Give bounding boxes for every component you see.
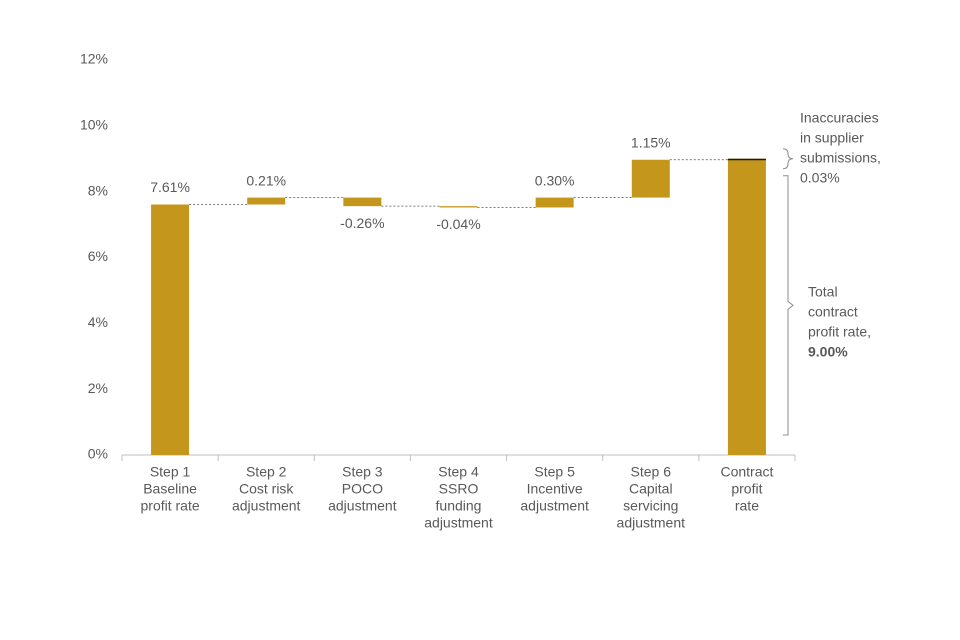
x-tick-label: adjustment (520, 498, 589, 514)
bar (631, 159, 670, 198)
value-label: -0.04% (436, 216, 480, 232)
x-tick-label: adjustment (328, 498, 397, 514)
x-tick-label: Baseline (143, 481, 197, 497)
annotation: Inaccuracies (800, 110, 879, 126)
x-tick-label: Cost risk (239, 481, 294, 497)
annotation: submissions, (800, 150, 881, 166)
inaccuracy-bar (727, 158, 766, 161)
x-tick-label: adjustment (232, 498, 301, 514)
x-tick-label: servicing (623, 498, 678, 514)
bar (439, 206, 478, 208)
value-label: 0.30% (535, 172, 575, 188)
y-tick-label: 12% (80, 51, 108, 67)
x-tick-label: Step 4 (438, 464, 479, 480)
brace (783, 175, 794, 436)
x-tick-label: adjustment (424, 515, 493, 531)
bar (535, 197, 574, 208)
x-tick-label: profit (731, 481, 762, 497)
value-label: 0.21% (246, 172, 286, 188)
x-tick-label: POCO (342, 481, 383, 497)
y-tick-label: 4% (88, 314, 108, 330)
total-bar (727, 158, 766, 455)
annotation: Total (808, 284, 838, 300)
x-tick-label: Incentive (527, 481, 583, 497)
value-label: 7.61% (150, 179, 190, 195)
annotation: 0.03% (800, 170, 840, 186)
bar (247, 197, 286, 205)
y-tick-label: 8% (88, 182, 108, 198)
annotation: 9.00% (808, 344, 848, 360)
x-tick-label: adjustment (617, 515, 686, 531)
annotation: contract (808, 304, 858, 320)
y-tick-label: 10% (80, 117, 108, 133)
x-tick-label: SSRO (439, 481, 479, 497)
bar (343, 197, 382, 207)
y-tick-label: 2% (88, 380, 108, 396)
x-tick-label: funding (436, 498, 482, 514)
x-tick-label: Step 2 (246, 464, 287, 480)
annotation: in supplier (800, 130, 864, 146)
x-tick-label: Step 6 (631, 464, 672, 480)
x-tick-label: rate (735, 498, 759, 514)
x-tick-label: Step 1 (150, 464, 191, 480)
y-tick-label: 0% (88, 446, 108, 462)
value-label: -0.26% (340, 215, 384, 231)
x-tick-label: profit rate (141, 498, 200, 514)
y-tick-label: 6% (88, 248, 108, 264)
x-tick-label: Step 5 (534, 464, 575, 480)
brace (782, 148, 794, 170)
value-label: 1.15% (631, 134, 671, 150)
x-tick-label: Contract (720, 464, 773, 480)
bar (151, 204, 190, 455)
annotation: profit rate, (808, 324, 871, 340)
x-tick-label: Step 3 (342, 464, 383, 480)
x-tick-label: Capital (629, 481, 673, 497)
